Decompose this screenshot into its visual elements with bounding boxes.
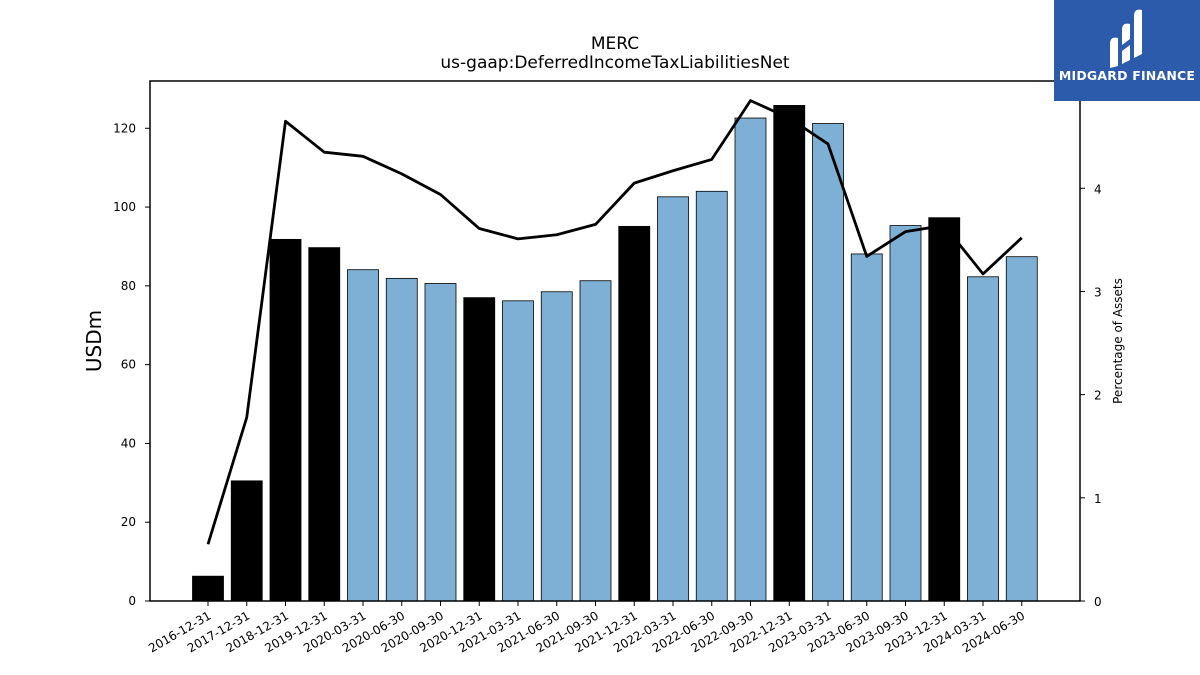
bar xyxy=(347,269,379,602)
bar xyxy=(812,123,844,602)
bar xyxy=(695,190,728,602)
bar xyxy=(230,480,263,602)
bar xyxy=(424,283,457,602)
chart-title: MERC xyxy=(591,34,639,54)
bar xyxy=(657,196,689,602)
y-tick-label: 40 xyxy=(121,436,136,450)
y2-tick-label: 1 xyxy=(1094,492,1102,506)
y-tick-label: 20 xyxy=(121,515,136,529)
bar xyxy=(463,297,496,602)
bar xyxy=(502,300,534,602)
line-group xyxy=(206,99,1023,545)
bar xyxy=(618,225,651,602)
x-axis: 2016-12-312017-12-312018-12-312019-12-31… xyxy=(146,601,1027,655)
bar xyxy=(385,277,418,602)
y2-tick-label: 4 xyxy=(1094,182,1102,196)
y-tick-label: 80 xyxy=(121,279,136,293)
y2-tick-label: 3 xyxy=(1094,285,1102,299)
y2-tick-label: 0 xyxy=(1094,595,1102,609)
bar xyxy=(889,225,922,602)
y-tick-label: 100 xyxy=(113,200,136,214)
bar xyxy=(192,575,224,602)
bar xyxy=(540,291,573,602)
bar xyxy=(967,276,999,602)
midgard-logo-icon xyxy=(1110,9,1142,68)
series-line xyxy=(206,99,1023,545)
y-axis-label-right: Percentage of Assets xyxy=(1111,278,1125,404)
y2-tick-label: 2 xyxy=(1094,389,1102,403)
y-axis-right: 0 1 2 3 4 xyxy=(1080,182,1102,609)
bar xyxy=(734,117,767,602)
bar xyxy=(773,105,806,602)
y-tick-label: 60 xyxy=(121,358,136,372)
bar xyxy=(579,280,612,602)
chart-subtitle: us-gaap:DeferredIncomeTaxLiabilitiesNet xyxy=(440,53,790,73)
y-tick-label: 0 xyxy=(128,594,136,608)
y-axis-left: 0 20 40 60 80 100 120 xyxy=(113,121,150,608)
bars-group xyxy=(192,105,1038,602)
bar xyxy=(308,247,341,602)
bar xyxy=(850,253,883,602)
logo-text: MIDGARD FINANCE xyxy=(1058,68,1196,83)
bar xyxy=(269,238,302,602)
plot-frame xyxy=(149,80,1081,602)
y-tick-label: 120 xyxy=(113,121,136,135)
bar xyxy=(928,217,961,602)
bar xyxy=(1005,256,1038,602)
y-axis-label-left: USDm xyxy=(82,310,106,372)
brand-logo: MIDGARD FINANCE xyxy=(1054,0,1200,101)
